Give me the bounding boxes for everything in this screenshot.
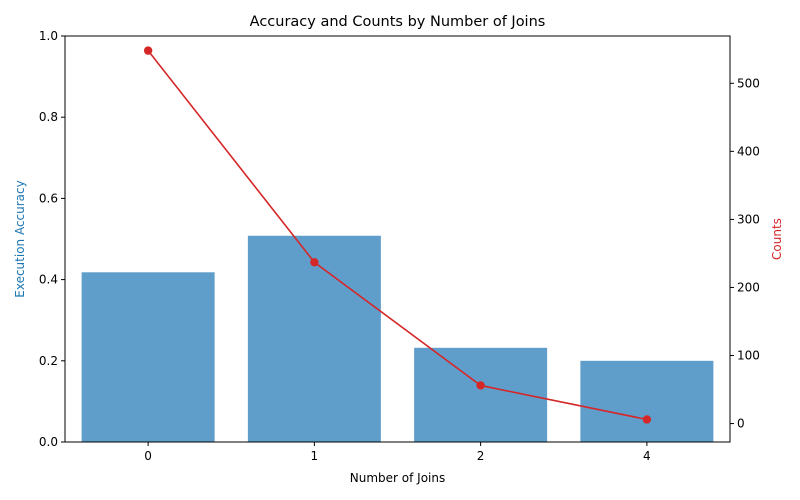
plot-frame — [64, 35, 731, 443]
accuracy-bar — [580, 360, 714, 442]
y2-tick-label: 300 — [737, 212, 760, 226]
accuracy-bar — [81, 272, 215, 442]
y-tick-label: 0.8 — [39, 110, 58, 124]
y2-tick-label: 500 — [737, 76, 760, 90]
y-tick-label: 0.6 — [39, 191, 58, 205]
left-axis: 0.0 0.2 0.4 0.6 0.8 1.0 — [39, 29, 65, 449]
x-tick-label: 4 — [643, 449, 651, 463]
counts-point — [476, 381, 485, 390]
y-tick-label: 1.0 — [39, 29, 58, 43]
y-tick-label: 0.0 — [39, 435, 58, 449]
y-tick-label: 0.4 — [39, 273, 58, 287]
y2-tick-label: 400 — [737, 144, 760, 158]
accuracy-bar — [247, 235, 381, 442]
chart-title: Accuracy and Counts by Number of Joins — [250, 14, 546, 30]
x-axis-label: Number of Joins — [350, 471, 445, 485]
x-axis: 0 1 2 4 — [144, 442, 651, 463]
y-axis-label: Execution Accuracy — [13, 180, 27, 298]
right-axis: 0 100 200 300 400 500 — [730, 76, 760, 431]
line-layer — [143, 46, 652, 424]
y2-axis-label: Counts — [770, 218, 784, 260]
y2-tick-label: 0 — [737, 417, 745, 431]
counts-point — [642, 415, 652, 424]
y2-tick-label: 200 — [737, 280, 760, 294]
bars-layer — [81, 235, 714, 442]
x-tick-label: 1 — [311, 449, 319, 463]
x-tick-label: 0 — [144, 449, 152, 463]
y-tick-label: 0.2 — [39, 354, 58, 368]
counts-point — [310, 258, 319, 267]
x-tick-label: 2 — [477, 449, 485, 463]
counts-line — [147, 50, 648, 421]
y2-tick-label: 100 — [737, 349, 760, 363]
counts-point — [143, 46, 153, 55]
